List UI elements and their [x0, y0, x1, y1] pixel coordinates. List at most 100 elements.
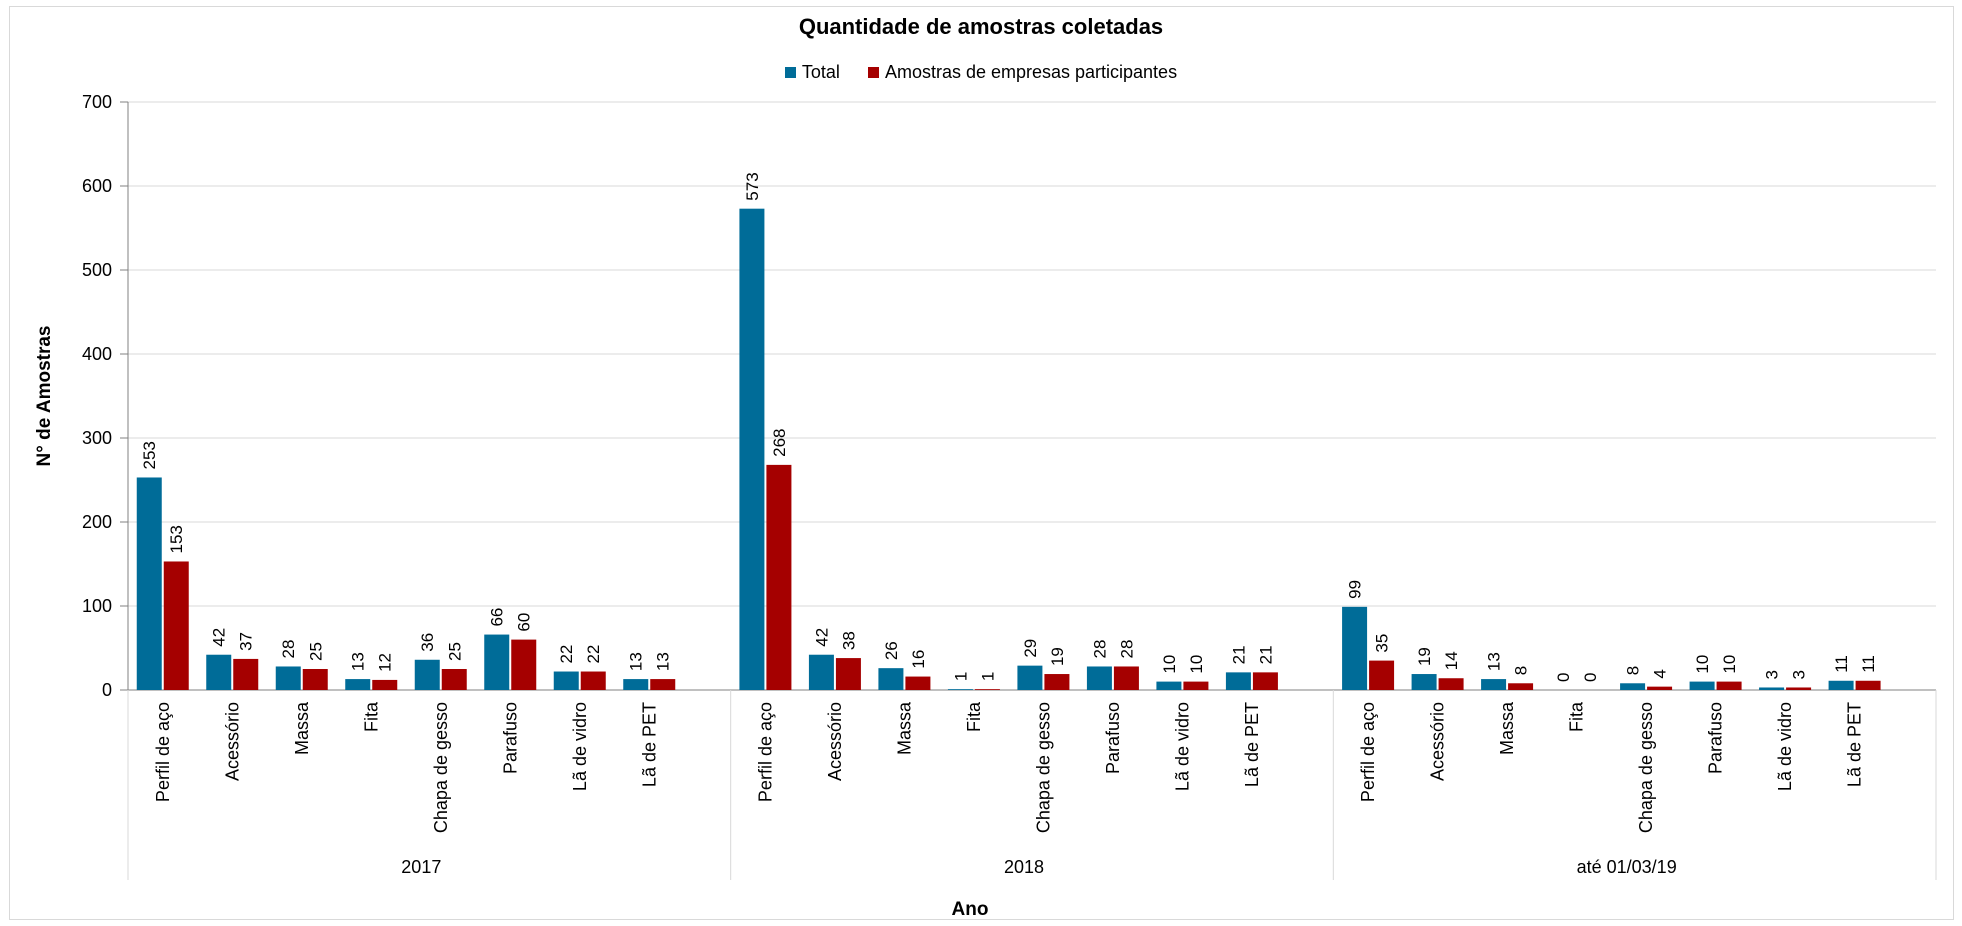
category-label-2-7: Lã de PET [1845, 702, 1865, 787]
data-label-2-5-0: 10 [1693, 655, 1712, 674]
data-label-2-4-0: 8 [1624, 666, 1643, 675]
legend: Total Amostras de empresas participantes [0, 62, 1962, 83]
bar-2-1-1 [1438, 678, 1464, 690]
category-label-0-7: Lã de PET [639, 702, 659, 787]
data-label-1-2-0: 26 [882, 641, 901, 660]
bar-1-7-1 [1252, 672, 1278, 690]
bar-1-6-1 [1183, 681, 1209, 690]
data-label-1-1-1: 38 [839, 631, 858, 650]
y-tick-label-100: 100 [82, 596, 112, 616]
data-label-0-2-1: 25 [306, 642, 325, 661]
bar-1-2-0 [878, 668, 904, 690]
bar-0-3-1 [372, 679, 398, 690]
bar-1-1-1 [835, 658, 861, 690]
bar-1-6-0 [1156, 681, 1182, 690]
bar-0-2-0 [275, 666, 301, 690]
data-label-2-0-0: 99 [1346, 580, 1365, 599]
data-label-2-7-1: 11 [1859, 655, 1878, 673]
bar-2-2-0 [1481, 679, 1507, 690]
bar-2-0-1 [1369, 660, 1395, 690]
category-label-2-6: Lã de vidro [1775, 702, 1795, 791]
bar-0-1-0 [206, 654, 232, 690]
bar-2-4-1 [1647, 686, 1673, 690]
data-label-2-3-0: 0 [1554, 673, 1573, 682]
y-tick-label-200: 200 [82, 512, 112, 532]
data-label-0-5-0: 66 [488, 608, 507, 627]
legend-item-total: Total [784, 62, 840, 83]
data-label-1-3-0: 1 [951, 672, 970, 681]
data-label-2-4-1: 4 [1651, 669, 1670, 678]
bar-1-0-1 [766, 464, 792, 690]
data-label-0-0-1: 153 [167, 525, 186, 553]
data-label-2-2-1: 8 [1512, 666, 1531, 675]
bar-2-5-1 [1716, 681, 1742, 690]
data-label-1-7-0: 21 [1229, 645, 1248, 664]
data-label-2-0-1: 35 [1373, 634, 1392, 653]
bar-0-7-1 [650, 679, 676, 690]
data-label-2-3-1: 0 [1581, 673, 1600, 682]
data-label-0-0-0: 253 [140, 441, 159, 469]
data-label-0-2-0: 28 [279, 640, 298, 659]
category-label-0-6: Lã de vidro [570, 702, 590, 791]
x-axis-title: Ano [952, 899, 989, 920]
y-tick-label-300: 300 [82, 428, 112, 448]
y-tick-label-600: 600 [82, 176, 112, 196]
bar-0-4-1 [441, 669, 467, 690]
category-label-0-1: Acessório [222, 702, 242, 781]
data-label-1-2-1: 16 [909, 650, 928, 669]
bar-0-1-1 [233, 658, 259, 690]
category-label-0-3: Fita [361, 701, 381, 732]
data-label-0-4-1: 25 [445, 642, 464, 661]
legend-label-total: Total [801, 62, 840, 82]
bar-1-4-0 [1017, 665, 1043, 690]
bar-2-7-0 [1828, 680, 1854, 690]
bar-2-2-1 [1508, 683, 1534, 690]
y-tick-label-500: 500 [82, 260, 112, 280]
category-label-0-5: Parafuso [500, 702, 520, 774]
bar-0-3-0 [345, 679, 371, 690]
data-label-1-6-1: 10 [1187, 655, 1206, 674]
bar-0-4-0 [414, 659, 440, 690]
bar-0-6-1 [580, 671, 606, 690]
bar-2-0-0 [1342, 606, 1368, 690]
y-tick-label-400: 400 [82, 344, 112, 364]
bar-0-5-0 [484, 634, 510, 690]
data-label-0-6-0: 22 [557, 645, 576, 664]
data-label-1-7-1: 21 [1256, 645, 1275, 664]
y-tick-label-700: 700 [82, 92, 112, 112]
data-label-0-4-0: 36 [418, 633, 437, 652]
data-label-0-3-1: 12 [376, 653, 395, 672]
data-label-0-6-1: 22 [584, 645, 603, 664]
data-label-1-5-0: 28 [1090, 640, 1109, 659]
bar-2-6-1 [1786, 687, 1812, 690]
category-label-1-7: Lã de PET [1242, 702, 1262, 787]
bar-1-3-1 [974, 689, 1000, 690]
chart-frame [9, 6, 1954, 920]
data-label-0-7-0: 13 [627, 652, 646, 671]
bar-1-5-1 [1113, 666, 1139, 690]
category-label-1-0: Perfil de aço [755, 702, 775, 802]
bar-0-0-1 [163, 561, 189, 690]
bar-1-4-1 [1044, 674, 1070, 690]
category-label-1-3: Fita [964, 701, 984, 732]
data-label-1-4-0: 29 [1021, 639, 1040, 658]
category-label-0-4: Chapa de gesso [431, 702, 451, 833]
category-label-2-0: Perfil de aço [1358, 702, 1378, 802]
bar-2-5-0 [1689, 681, 1715, 690]
bar-2-4-0 [1620, 683, 1646, 690]
data-label-0-7-1: 13 [654, 652, 673, 671]
category-label-2-4: Chapa de gesso [1636, 702, 1656, 833]
bar-2-1-0 [1411, 674, 1437, 690]
bar-2-6-0 [1759, 687, 1785, 690]
data-label-0-1-1: 37 [237, 632, 256, 651]
data-label-2-7-0: 11 [1832, 655, 1851, 673]
group-label-2: até 01/03/19 [1577, 857, 1677, 877]
category-label-2-2: Massa [1497, 701, 1517, 755]
data-label-1-0-1: 268 [770, 429, 789, 457]
bar-0-5-1 [511, 639, 537, 690]
legend-swatch-total [784, 67, 796, 78]
bar-1-2-1 [905, 676, 931, 690]
bar-2-7-1 [1855, 680, 1881, 690]
data-label-2-2-0: 13 [1485, 652, 1504, 671]
